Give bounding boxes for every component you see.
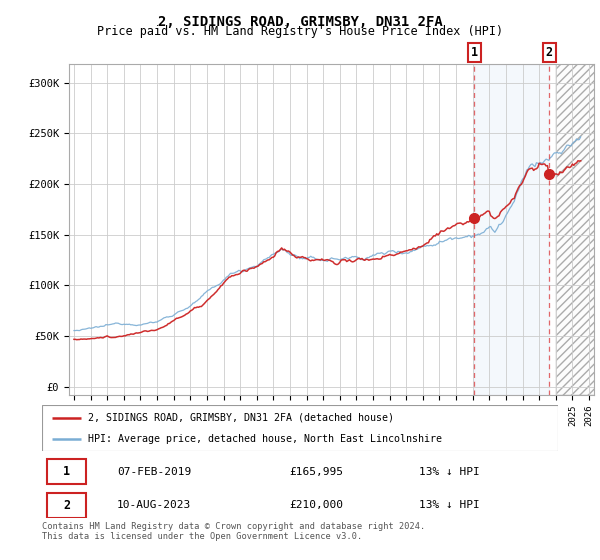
Text: 2, SIDINGS ROAD, GRIMSBY, DN31 2FA (detached house): 2, SIDINGS ROAD, GRIMSBY, DN31 2FA (deta… xyxy=(88,413,394,423)
Text: Price paid vs. HM Land Registry's House Price Index (HPI): Price paid vs. HM Land Registry's House … xyxy=(97,25,503,38)
Text: £165,995: £165,995 xyxy=(290,466,344,477)
Text: 2, SIDINGS ROAD, GRIMSBY, DN31 2FA: 2, SIDINGS ROAD, GRIMSBY, DN31 2FA xyxy=(158,15,442,29)
Text: This data is licensed under the Open Government Licence v3.0.: This data is licensed under the Open Gov… xyxy=(42,532,362,541)
Bar xyxy=(475,64,549,395)
Text: 2: 2 xyxy=(63,499,70,512)
Text: 13% ↓ HPI: 13% ↓ HPI xyxy=(419,466,479,477)
Text: Contains HM Land Registry data © Crown copyright and database right 2024.: Contains HM Land Registry data © Crown c… xyxy=(42,522,425,531)
Text: HPI: Average price, detached house, North East Lincolnshire: HPI: Average price, detached house, Nort… xyxy=(88,435,442,444)
Bar xyxy=(47,459,86,484)
Text: 1: 1 xyxy=(63,465,70,478)
Bar xyxy=(47,493,86,518)
Text: 07-FEB-2019: 07-FEB-2019 xyxy=(117,466,191,477)
Bar xyxy=(556,64,600,395)
Text: 13% ↓ HPI: 13% ↓ HPI xyxy=(419,501,479,511)
Text: 2: 2 xyxy=(545,46,553,59)
Text: 1: 1 xyxy=(471,46,478,59)
Text: 10-AUG-2023: 10-AUG-2023 xyxy=(117,501,191,511)
Text: £210,000: £210,000 xyxy=(290,501,344,511)
Bar xyxy=(556,64,600,395)
